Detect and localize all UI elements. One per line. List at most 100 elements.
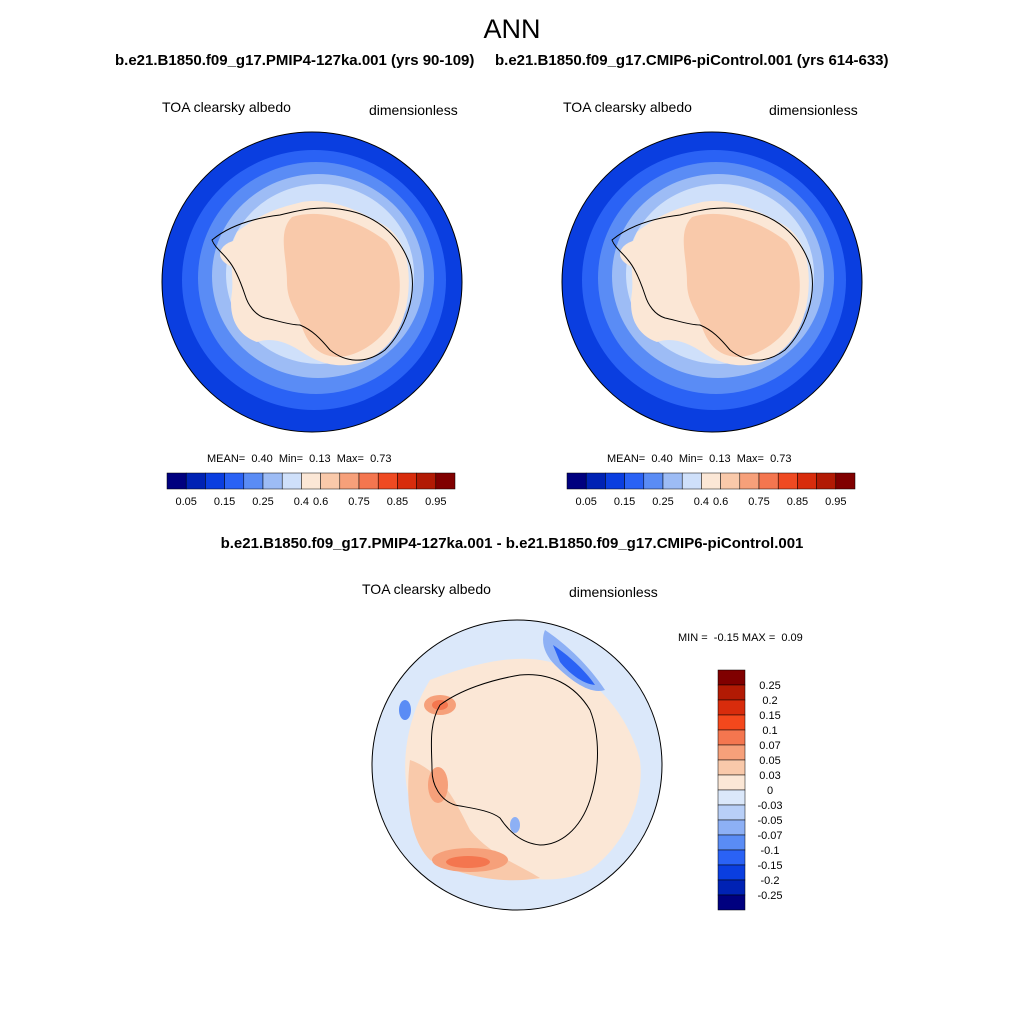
panel-b-variable: TOA clearsky albedo [563,99,692,115]
panel-c-title: b.e21.B1850.f09_g17.PMIP4-127ka.001 - b.… [220,535,804,552]
colorbar-b-swatch [681,472,702,490]
colorbar-a-swatch [339,472,360,490]
colorbar-a-swatch [262,472,283,490]
colorbar-c-swatch [717,759,746,776]
colorbar-b-tick-label: 0.15 [614,496,635,508]
colorbar-b-tick-label: 0.4 [694,496,709,508]
colorbar-c-swatch [717,729,746,746]
panel-a-variable: TOA clearsky albedo [162,99,291,115]
colorbar-b-swatch [662,472,683,490]
colorbar-b-swatch [777,472,798,490]
colorbar-c-swatch [717,744,746,761]
colorbar-a-swatch [397,472,417,490]
colorbar-c-tick-label: -0.03 [757,800,782,812]
panel-a-stats: MEAN= 0.40 Min= 0.13 Max= 0.73 [207,453,392,465]
colorbar-c-tick-label: 0.03 [759,770,780,782]
colorbar-a-swatch [281,472,302,490]
colorbar-b-swatch [835,472,856,490]
panel-a-colorbar: 0.05 0.15 0.25 0.4 0.6 0.75 0.85 0.95 [166,472,456,508]
panel-a-case-title: b.e21.B1850.f09_g17.PMIP4-127ka.001 (yrs… [115,52,475,69]
colorbar-a-tick-label: 0.95 [425,496,446,508]
panel-b-stats: MEAN= 0.40 Min= 0.13 Max= 0.73 [607,453,792,465]
colorbar-b-swatch [797,472,817,490]
colorbar-c-swatch [717,864,746,881]
colorbar-c-tick-label: 0.15 [759,710,780,722]
panel-b-colorbar: 0.05 0.15 0.25 0.4 0.6 0.75 0.85 0.95 [566,472,856,508]
panel-a-map [162,132,462,432]
colorbar-a-tick-label: 0.05 [175,496,196,508]
colorbar-b-swatch [566,472,587,490]
panel-a-units: dimensionless [369,102,458,118]
panel-c-units: dimensionless [569,584,658,600]
colorbar-b-swatch [758,472,779,490]
colorbar-b-tick-label: 0.25 [652,496,673,508]
panel-b-boundary [561,131,863,433]
colorbar-c-swatch [717,714,746,731]
colorbar-a-tick-label: 0.75 [348,496,369,508]
colorbar-a-tick-label: 0.85 [387,496,408,508]
colorbar-a-swatch [320,472,341,490]
panel-b-case-title: b.e21.B1850.f09_g17.CMIP6-piControl.001 … [495,52,889,69]
antarctica-coastline [211,207,413,361]
colorbar-b-tick-label: 0.85 [787,496,808,508]
colorbar-b-tick-label: 0.6 [713,496,728,508]
colorbar-c-swatch [717,894,746,911]
colorbar-b-tick-label: 0.95 [825,496,846,508]
colorbar-b-swatch [816,472,837,490]
colorbar-b-swatch [739,472,760,490]
colorbar-c-tick-label: -0.05 [757,815,782,827]
panel-b-map [562,132,862,432]
panel-b-units: dimensionless [769,102,858,118]
colorbar-a-swatch [224,472,245,490]
colorbar-a-swatch [185,472,206,490]
panel-c-boundary [371,619,663,911]
colorbar-c-swatch [717,879,746,896]
panel-c-stats: MIN = -0.15 MAX = 0.09 [678,632,803,644]
colorbar-c-swatch [717,684,746,701]
colorbar-a-tick-label: 0.6 [313,496,328,508]
colorbar-b-swatch [624,472,645,490]
colorbar-b-swatch [701,472,721,490]
colorbar-c-swatch [717,804,746,821]
colorbar-c-tick-label: -0.07 [757,830,782,842]
colorbar-c-tick-label: -0.15 [757,860,782,872]
colorbar-a-swatch [416,472,437,490]
colorbar-c-tick-label: 0 [767,785,773,797]
panel-a-boundary [161,131,463,433]
colorbar-b-swatch [585,472,606,490]
colorbar-a-swatch [205,472,225,490]
colorbar-c-tick-label: 0.07 [759,740,780,752]
colorbar-c-tick-label: -0.25 [757,890,782,902]
colorbar-a-tick-label: 0.4 [294,496,309,508]
colorbar-a-tick-label: 0.25 [252,496,273,508]
colorbar-c-tick-label: -0.1 [761,845,780,857]
colorbar-a-swatch [166,472,187,490]
colorbar-a-tick-label: 0.15 [214,496,235,508]
panel-c-colorbar: 0.25 0.2 0.15 0.1 0.07 0.05 0.03 0 -0.03 -0.05 -0.… [717,669,783,911]
colorbar-c-tick-label: 0.25 [759,680,780,692]
colorbar-c-swatch [717,669,746,686]
panel-c-map [372,620,662,910]
colorbar-a-swatch [358,472,379,490]
colorbar-c-swatch [717,699,746,716]
colorbar-c-tick-label: 0.1 [762,725,777,737]
colorbar-b-swatch [605,472,625,490]
colorbar-c-swatch [717,819,746,836]
colorbar-c-swatch [717,774,746,791]
colorbar-c-swatch [717,834,746,851]
colorbar-c-tick-label: 0.05 [759,755,780,767]
figure-title: ANN [483,14,541,44]
colorbar-b-tick-label: 0.05 [575,496,596,508]
antarctica-coastline [611,207,813,361]
colorbar-b-swatch [643,472,664,490]
colorbar-c-tick-label: -0.2 [761,875,780,887]
colorbar-b-swatch [720,472,741,490]
panel-c-variable: TOA clearsky albedo [362,581,491,597]
colorbar-c-tick-label: 0.2 [762,695,777,707]
colorbar-a-swatch [301,472,321,490]
colorbar-c-swatch [717,849,746,866]
antarctica-coastline [430,674,598,846]
colorbar-a-swatch [435,472,456,490]
colorbar-a-swatch [377,472,398,490]
